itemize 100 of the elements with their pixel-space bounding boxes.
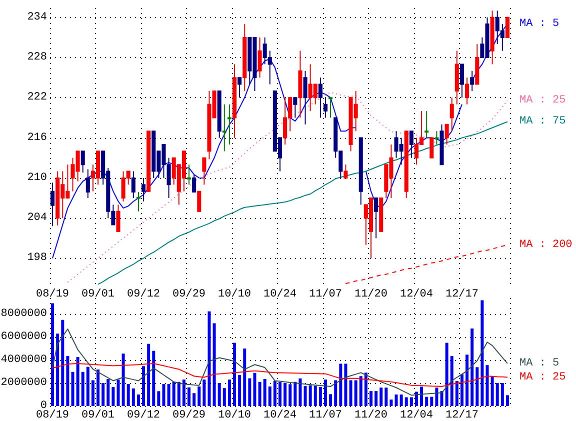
bar	[480, 300, 484, 406]
bar	[430, 396, 434, 406]
x-tick-label: 10/10	[218, 410, 252, 421]
series-label: MA : 25	[519, 371, 566, 384]
candlestick	[434, 130, 439, 145]
x-tick-label: 11/07	[308, 410, 342, 421]
bar	[192, 393, 196, 406]
bar	[102, 383, 105, 406]
bar	[208, 311, 211, 406]
bar	[288, 384, 292, 406]
bar	[476, 367, 479, 406]
bar	[380, 388, 383, 406]
bar	[182, 380, 186, 406]
x-tick-label: 09/12	[127, 288, 160, 300]
candlestick	[430, 137, 434, 158]
x-tick-label: 10/24	[263, 410, 297, 421]
bar	[142, 366, 146, 406]
bar	[122, 354, 125, 406]
bar	[71, 372, 74, 406]
bar	[344, 364, 348, 406]
candlestick	[374, 198, 378, 239]
bar	[404, 397, 408, 406]
bar	[349, 380, 352, 406]
bar	[106, 379, 110, 406]
candlestick	[450, 97, 454, 132]
bar	[435, 388, 438, 406]
candlestick	[202, 157, 206, 186]
candlestick	[328, 97, 333, 118]
bar	[222, 388, 226, 406]
bar	[490, 376, 494, 406]
y-tick-label: 2000000	[0, 377, 47, 390]
line-series	[52, 362, 508, 387]
bar	[329, 394, 332, 406]
series-label: MA : 25	[519, 94, 566, 106]
x-tick-label: 09/01	[82, 410, 115, 421]
series-label: MA : 5	[519, 357, 560, 370]
bar	[318, 387, 322, 406]
bar	[450, 356, 454, 406]
bar	[354, 380, 358, 406]
candlestick	[50, 182, 55, 227]
candlestick	[318, 77, 322, 118]
bar	[486, 365, 489, 406]
bar	[496, 383, 499, 406]
candlestick	[293, 97, 298, 118]
bar	[162, 384, 166, 406]
candlestick	[424, 110, 429, 138]
bar	[394, 394, 398, 406]
series-label: MA : 75	[519, 116, 566, 128]
y-tick-label: 204	[27, 212, 48, 224]
candlestick	[323, 97, 328, 118]
candlestick	[80, 150, 85, 174]
candlestick	[344, 164, 348, 178]
series-label: MA : 5	[519, 18, 560, 30]
bar	[420, 386, 424, 406]
bar	[455, 380, 458, 406]
x-tick-label: 12/04	[400, 410, 434, 421]
candlestick	[86, 168, 90, 199]
bar	[167, 384, 170, 406]
bar	[445, 342, 448, 406]
x-tick-label: 10/24	[263, 288, 297, 300]
y-tick-label: 228	[27, 52, 47, 64]
candlestick	[460, 64, 464, 98]
candlestick	[303, 70, 308, 125]
x-tick-label: 11/20	[354, 410, 388, 421]
x-tick-label: 08/19	[36, 410, 70, 421]
candlestick	[116, 204, 120, 232]
candlestick	[227, 104, 232, 145]
y-tick-label: 234	[27, 11, 48, 24]
x-tick-label: 12/04	[400, 288, 434, 300]
candlestick	[131, 170, 136, 199]
bar	[81, 372, 84, 406]
x-tick-label: 09/12	[127, 410, 160, 421]
bar	[364, 372, 368, 406]
x-tick-label: 09/29	[172, 410, 206, 421]
bar	[233, 342, 236, 406]
bar	[76, 357, 80, 406]
bar	[500, 383, 504, 406]
bar	[470, 328, 474, 406]
bar	[390, 400, 393, 406]
y-tick-label: 6000000	[0, 331, 47, 344]
bar	[132, 388, 135, 406]
y-tick-label: 210	[27, 172, 47, 184]
bar	[506, 395, 509, 406]
x-tick-label: 08/19	[36, 288, 70, 300]
line-series	[345, 244, 508, 284]
line-series	[98, 121, 508, 285]
candlestick	[444, 124, 449, 145]
bar	[308, 385, 312, 406]
bar	[212, 323, 216, 406]
bar	[112, 387, 115, 406]
bar	[284, 383, 287, 406]
candlestick	[186, 164, 192, 186]
candlestick	[409, 130, 414, 158]
x-tick-label: 10/10	[218, 288, 252, 300]
bar	[248, 378, 252, 406]
y-tick-label: 4000000	[0, 354, 47, 366]
candlestick	[258, 36, 262, 78]
bar	[202, 380, 206, 406]
bar	[172, 382, 176, 406]
series-label: MA : 200	[519, 238, 572, 251]
